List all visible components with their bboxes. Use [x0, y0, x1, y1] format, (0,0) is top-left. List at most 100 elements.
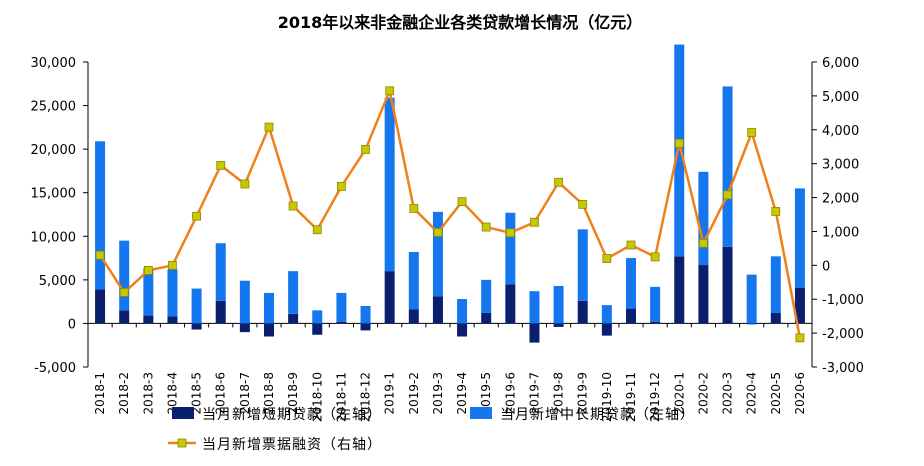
bar-group — [95, 44, 805, 343]
x-tick-label: 2018-7 — [238, 372, 252, 415]
short-term-loan-bar — [746, 323, 757, 325]
x-tick-label: 2019-3 — [431, 372, 445, 415]
short-term-loan-bar — [408, 309, 419, 324]
short-term-loan-bar — [264, 323, 274, 337]
bill-financing-point — [530, 217, 539, 227]
short-term-loan-bar — [553, 323, 564, 327]
right-tick-label: 6,000 — [822, 56, 859, 71]
x-tick-label: 2019-8 — [552, 372, 566, 415]
bill-financing-point — [578, 199, 588, 209]
long-term-loan-bar — [650, 286, 661, 322]
short-term-loan-bar — [239, 323, 250, 333]
short-term-loan-bar — [288, 313, 299, 324]
right-tick-label: -3,000 — [822, 361, 864, 376]
short-term-loan-bar — [143, 315, 154, 324]
long-term-loan-bar — [95, 141, 106, 290]
x-tick-label: 2019-9 — [576, 372, 590, 415]
right-tick-label: 2,000 — [822, 192, 859, 207]
bill-financing-point — [312, 225, 322, 235]
left-tick-label: 30,000 — [31, 56, 77, 71]
x-tick-label: 2020-2 — [696, 372, 710, 415]
legend-swatch-long-term — [470, 407, 492, 419]
chart-title: 2018年以来非金融企业各类贷款增长情况（亿元） — [278, 13, 643, 32]
long-term-loan-bar — [770, 256, 781, 313]
short-term-loan-bar — [481, 312, 492, 324]
long-term-loan-bar — [746, 274, 757, 324]
short-term-loan-bar — [674, 256, 685, 324]
short-term-loan-bar — [336, 321, 347, 324]
left-tick-label: 20,000 — [31, 143, 77, 158]
long-term-loan-bar — [312, 310, 323, 324]
short-term-loan-bar — [770, 312, 781, 324]
x-tick-label: 2018-4 — [165, 372, 179, 415]
bill-financing-point — [168, 260, 177, 270]
bill-financing-point — [95, 250, 105, 260]
bill-financing-point — [747, 128, 757, 137]
right-tick-label: 5,000 — [822, 90, 859, 105]
long-term-loan-bar — [722, 86, 733, 247]
x-tick-label: 2018-8 — [262, 372, 276, 415]
x-tick-label: 2019-6 — [503, 372, 517, 415]
right-tick-label: 3,000 — [822, 158, 859, 173]
long-term-loan-bar — [577, 229, 588, 301]
long-term-loan-bar — [191, 288, 202, 324]
long-term-loan-bar — [481, 279, 492, 313]
x-tick-label: 2019-5 — [479, 372, 493, 415]
long-term-loan-bar — [264, 292, 274, 324]
long-term-loan-bar — [529, 291, 540, 324]
x-tick-label: 2020-4 — [745, 372, 759, 415]
long-term-loan-bar — [601, 305, 612, 324]
bill-financing-point — [699, 238, 708, 248]
x-tick-label: 2018-5 — [190, 372, 204, 415]
left-tick-label: 25,000 — [31, 100, 77, 115]
short-term-loan-bar — [457, 323, 468, 337]
x-tick-label: 2020-3 — [721, 372, 735, 415]
bill-financing-point — [554, 177, 563, 187]
legend-label-long-term: 当月新增中长期贷款（左轴） — [500, 407, 695, 423]
right-tick-label: 0 — [822, 259, 830, 274]
bill-financing-point — [240, 179, 250, 189]
legend-label-bill: 当月新增票据融资（右轴） — [202, 437, 382, 453]
left-tick-label: -5,000 — [34, 361, 76, 376]
x-tick-label: 2019-12 — [648, 372, 662, 422]
left-tick-label: 5,000 — [39, 274, 76, 289]
short-term-loan-bar — [215, 300, 226, 324]
short-term-loan-bar — [577, 300, 588, 324]
left-tick-label: 0 — [68, 317, 76, 332]
x-tick-label: 2018-11 — [334, 372, 348, 422]
short-term-loan-bar — [505, 284, 516, 324]
short-term-loan-bar — [601, 323, 612, 336]
right-tick-label: 1,000 — [822, 225, 859, 240]
legend: 当月新增短期贷款（左轴） 当月新增中长期贷款（左轴） 当月新增票据融资（右轴） — [168, 407, 695, 453]
x-tick-label: 2018-12 — [359, 372, 373, 422]
x-tick-label: 2018-3 — [141, 372, 155, 415]
right-tick-label: 4,000 — [822, 124, 859, 139]
legend-marker-bill — [177, 438, 187, 448]
bill-financing-point — [795, 333, 805, 343]
short-term-loan-bar — [384, 271, 395, 324]
x-tick-label: 2019-7 — [527, 372, 541, 415]
x-tick-label: 2019-2 — [407, 372, 421, 415]
x-tick-label: 2018-6 — [214, 372, 228, 415]
short-term-loan-bar — [432, 296, 443, 324]
short-term-loan-bar — [312, 323, 323, 335]
bill-financing-point — [143, 266, 153, 275]
left-tick-label: 10,000 — [31, 230, 77, 245]
bill-financing-point — [505, 228, 515, 238]
x-tick-label: 2019-4 — [455, 372, 469, 415]
bill-financing-line — [99, 86, 802, 339]
x-tick-label: 2020-5 — [769, 372, 783, 415]
long-term-loan-bar — [432, 211, 443, 297]
bill-financing-point — [216, 160, 226, 170]
bill-financing-point — [433, 228, 443, 237]
x-tick-label: 2018-10 — [310, 372, 324, 422]
bill-financing-point — [385, 86, 395, 96]
short-term-loan-bar — [529, 323, 540, 343]
bill-financing-point — [336, 181, 346, 191]
legend-label-short-term: 当月新增短期贷款（左轴） — [202, 407, 382, 423]
long-term-loan-bar — [794, 188, 805, 288]
bill-financing-point — [119, 288, 129, 297]
long-term-loan-bar — [626, 258, 636, 309]
line-group — [95, 86, 805, 343]
long-term-loan-bar — [698, 171, 709, 266]
